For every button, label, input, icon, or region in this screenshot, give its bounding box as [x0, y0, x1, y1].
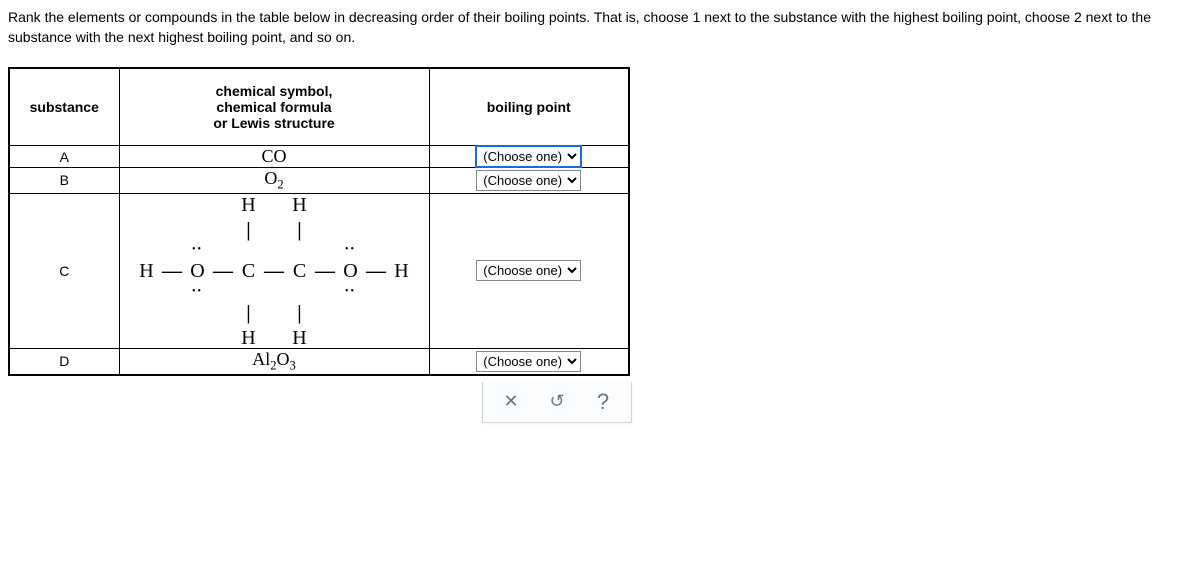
chem-a: CO [119, 146, 429, 168]
chem-c: H H | | •• •• H—O—C—C—O—H •• •• | | H H [119, 193, 429, 348]
bp-select-d[interactable]: (Choose one) [476, 351, 581, 372]
header-substance: substance [9, 68, 119, 146]
chem-d: Al2O3 [119, 348, 429, 374]
table-row: C H H | | •• •• H—O—C—C—O—H •• •• | | H … [9, 193, 629, 348]
header-bp: boiling point [429, 68, 629, 146]
table-row: D Al2O3 (Choose one) [9, 348, 629, 374]
header-chem: chemical symbol,chemical formulaor Lewis… [119, 68, 429, 146]
chem-b: O2 [119, 168, 429, 194]
instructions-text: Rank the elements or compounds in the ta… [8, 8, 1192, 47]
reset-icon[interactable]: ↺ [547, 392, 567, 412]
table-row: A CO (Choose one) [9, 146, 629, 168]
footer-toolbar: ✕ ↺ ? [8, 382, 632, 423]
table-row: B O2 (Choose one) [9, 168, 629, 194]
ranking-table: substance chemical symbol,chemical formu… [8, 67, 630, 375]
help-icon[interactable]: ? [593, 392, 613, 412]
bp-select-b[interactable]: (Choose one) [476, 170, 581, 191]
close-icon[interactable]: ✕ [501, 392, 521, 412]
substance-label-c: C [9, 193, 119, 348]
bp-select-c[interactable]: (Choose one) [476, 260, 581, 281]
substance-label-d: D [9, 348, 119, 374]
substance-label-b: B [9, 168, 119, 194]
bp-select-a[interactable]: (Choose one) [476, 146, 581, 167]
substance-label-a: A [9, 146, 119, 168]
